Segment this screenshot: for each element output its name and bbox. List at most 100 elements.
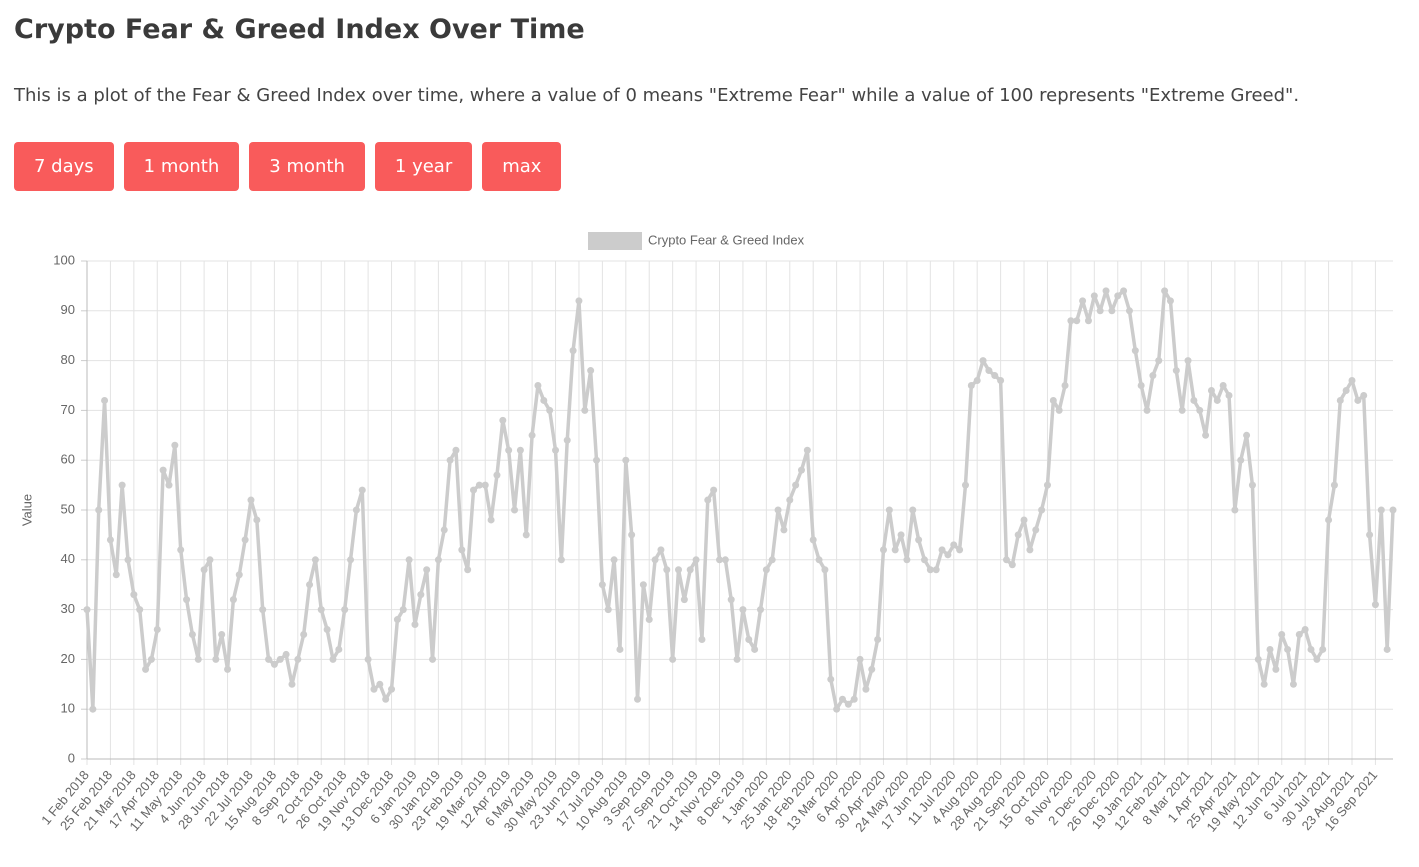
data-point — [557, 556, 565, 564]
data-point — [1038, 506, 1046, 514]
data-point — [101, 396, 109, 404]
y-tick-label: 50 — [61, 501, 75, 516]
data-point — [183, 596, 191, 604]
data-point — [821, 566, 829, 574]
data-point — [376, 680, 384, 688]
data-point — [452, 446, 460, 454]
data-point — [1184, 357, 1192, 365]
data-point — [347, 556, 355, 564]
y-tick-label: 100 — [53, 252, 75, 267]
data-point — [1008, 561, 1016, 569]
data-point — [276, 655, 284, 663]
data-point — [780, 526, 788, 534]
data-point — [493, 471, 501, 479]
range-button[interactable]: max — [482, 142, 562, 191]
y-tick-label: 40 — [61, 551, 75, 566]
data-point — [727, 596, 735, 604]
data-point — [171, 441, 179, 449]
data-point — [868, 665, 876, 673]
data-point — [809, 536, 817, 544]
data-point — [587, 367, 595, 375]
data-point — [751, 645, 759, 653]
data-point — [552, 446, 560, 454]
range-button[interactable]: 3 month — [249, 142, 365, 191]
data-point — [1260, 680, 1268, 688]
data-point — [815, 556, 823, 564]
data-point — [1237, 456, 1245, 464]
data-point — [1125, 307, 1133, 315]
data-point — [979, 357, 987, 365]
data-point — [311, 556, 319, 564]
data-point — [1002, 556, 1010, 564]
data-point — [411, 621, 419, 629]
data-point — [967, 382, 975, 389]
data-point — [1389, 506, 1397, 514]
data-point — [991, 372, 999, 380]
range-button[interactable]: 1 month — [123, 142, 240, 191]
data-point — [440, 526, 448, 534]
data-point — [1166, 297, 1174, 305]
data-point — [692, 556, 700, 564]
data-point — [153, 626, 161, 634]
data-point — [95, 506, 103, 514]
data-point — [540, 396, 548, 404]
data-point — [458, 546, 466, 554]
data-point — [745, 635, 753, 643]
y-tick-label: 80 — [61, 352, 75, 367]
data-point — [686, 566, 694, 574]
data-point — [259, 606, 267, 614]
data-point — [118, 481, 126, 489]
data-point — [710, 486, 718, 494]
data-point — [194, 655, 202, 663]
data-point — [1383, 645, 1391, 653]
data-point — [499, 416, 507, 424]
data-point — [733, 655, 741, 663]
data-point — [516, 446, 524, 454]
data-point — [950, 541, 958, 549]
data-point — [1102, 287, 1110, 295]
data-point — [475, 481, 483, 489]
y-tick-label: 10 — [61, 701, 75, 716]
data-point — [663, 566, 671, 574]
data-point — [1090, 292, 1098, 300]
data-point — [651, 556, 659, 564]
data-point — [563, 436, 571, 444]
data-point — [352, 506, 360, 514]
data-point — [756, 606, 764, 614]
data-point — [1079, 297, 1087, 305]
chart: Crypto Fear & Greed Index 0 10 20 30 40 50 60 70… — [19, 232, 1397, 835]
data-point — [844, 700, 852, 708]
data-point — [546, 406, 554, 414]
data-point — [997, 377, 1005, 385]
data-point — [1014, 531, 1022, 539]
data-point — [903, 556, 911, 564]
data-point — [610, 556, 618, 564]
data-point — [1155, 357, 1163, 365]
data-point — [575, 297, 583, 305]
data-point — [288, 680, 296, 688]
data-point — [938, 546, 946, 554]
data-point — [1172, 367, 1180, 375]
data-point — [909, 506, 917, 514]
data-point — [1254, 655, 1262, 663]
data-point — [897, 531, 905, 539]
range-button[interactable]: 7 days — [14, 142, 114, 191]
range-button[interactable]: 1 year — [374, 142, 473, 191]
data-point — [1114, 292, 1122, 300]
y-axis-label: Value — [19, 494, 34, 526]
data-point — [1049, 396, 1057, 404]
data-point — [675, 566, 683, 574]
data-point — [1248, 481, 1256, 489]
data-point — [698, 635, 706, 643]
data-point — [329, 655, 337, 663]
data-point — [423, 566, 431, 574]
data-point — [1266, 645, 1274, 653]
data-point — [159, 466, 167, 474]
data-point — [300, 631, 308, 638]
y-tick-label: 30 — [61, 601, 75, 616]
data-point — [147, 655, 155, 663]
data-point — [669, 655, 677, 663]
data-point — [511, 506, 519, 514]
data-point — [136, 606, 144, 614]
page-title: Crypto Fear & Greed Index Over Time — [14, 14, 585, 45]
